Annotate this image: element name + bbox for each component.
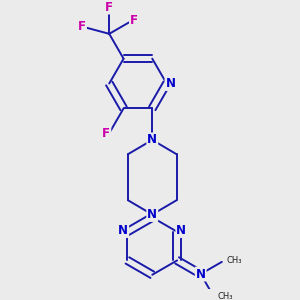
Text: N: N bbox=[147, 208, 157, 221]
Text: F: F bbox=[78, 20, 86, 33]
Text: N: N bbox=[176, 224, 186, 237]
Text: CH₃: CH₃ bbox=[218, 292, 233, 300]
Text: CH₃: CH₃ bbox=[226, 256, 242, 266]
Text: F: F bbox=[130, 14, 138, 27]
Text: F: F bbox=[105, 1, 113, 13]
Text: N: N bbox=[166, 77, 176, 90]
Text: F: F bbox=[102, 127, 110, 140]
Text: N: N bbox=[118, 224, 128, 237]
Text: N: N bbox=[196, 268, 206, 281]
Text: N: N bbox=[147, 134, 157, 146]
